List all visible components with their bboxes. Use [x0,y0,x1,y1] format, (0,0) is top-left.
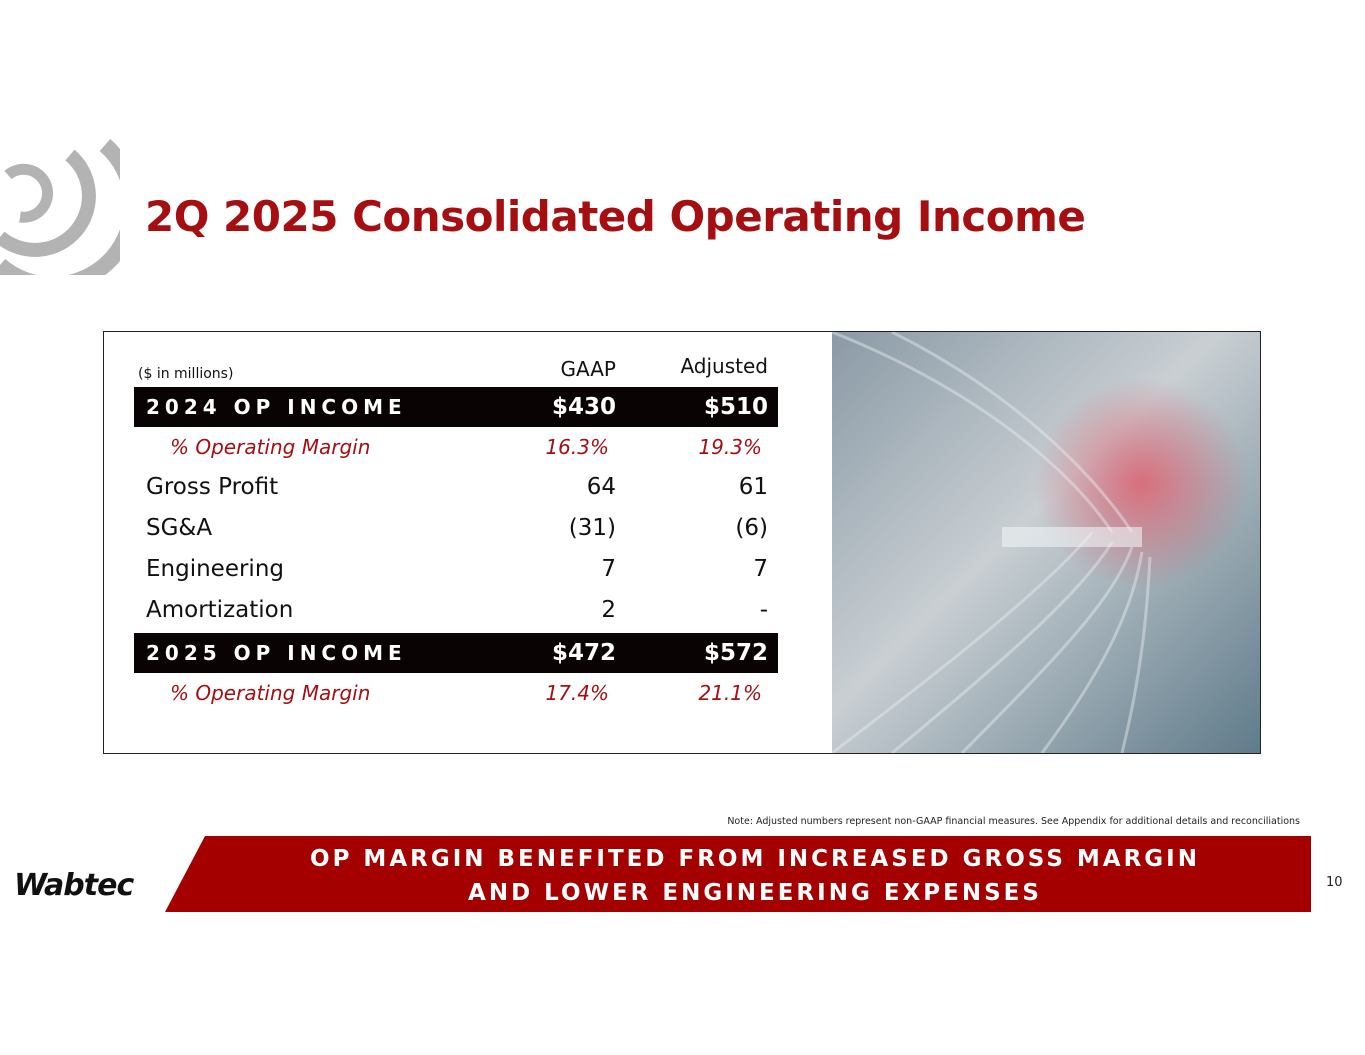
cell: 61 [738,474,768,500]
total-row: 2024 OP INCOME $430 $510 [134,387,778,427]
unit-note: ($ in millions) [138,366,234,382]
row-label: Engineering [146,556,284,582]
row-label: % Operating Margin [170,435,371,459]
cell: 7 [753,556,768,582]
row-label: Gross Profit [146,474,279,500]
cell: 19.3% [698,435,762,459]
cell: (6) [735,515,768,541]
banner-shape [165,836,1311,912]
banner-text: OP MARGIN BENEFITED FROM INCREASED GROSS… [310,846,1200,872]
cell: 17.4% [545,681,609,705]
cell: - [759,597,768,623]
column-header: Adjusted [680,354,768,378]
footnote: Note: Adjusted numbers represent non-GAA… [727,816,1300,827]
row-label: % Operating Margin [170,681,371,705]
column-header: GAAP [560,357,616,381]
cell: 2 [601,597,616,623]
cell: $572 [703,640,768,666]
cell: $510 [703,394,768,420]
background-photo [832,332,1260,753]
cell: $472 [551,640,616,666]
cell: 16.3% [545,435,609,459]
cell: 64 [586,474,616,500]
slide-title: 2Q 2025 Consolidated Operating Income [145,192,1086,241]
cell: (31) [568,515,616,541]
cell: 21.1% [698,681,762,705]
row-label: 2025 OP INCOME [146,641,407,665]
company-logo: Wabtec [14,868,134,903]
row-label: 2024 OP INCOME [146,395,407,419]
cell: $430 [551,394,616,420]
row-label: Amortization [146,597,294,623]
total-row: 2025 OP INCOME $472 $572 [134,633,778,673]
cell: 7 [601,556,616,582]
page-number: 10 [1326,875,1343,890]
row-label: SG&A [146,515,213,541]
table-panel: ($ in millions) GAAP Adjusted 2024 OP IN… [103,331,1261,754]
banner-text: AND LOWER ENGINEERING EXPENSES [468,880,1042,906]
logo-arcs [0,138,120,275]
